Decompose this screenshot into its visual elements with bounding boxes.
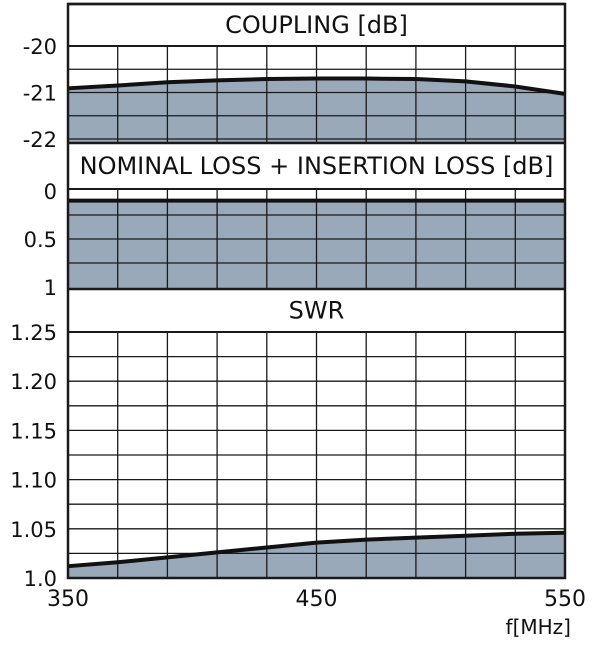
swr-title: SWR [289,297,345,325]
swr-series-line [67,530,566,569]
coupling-series-line [67,76,566,96]
panel-loss: NOMINAL LOSS + INSERTION LOSS [dB] 0 0.5 1 [24,141,566,300]
swr-y-tick-label: 1.20 [10,370,57,394]
x-tick-label: 450 [296,587,338,612]
coupling-y-tick-label: -20 [23,35,57,59]
swr-title-band [68,289,565,332]
coupling-y-tick-label: -21 [23,82,57,106]
swr-y-tick-label: 1.25 [10,321,57,345]
panel-coupling: COUPLING [dB] -20 -21 -22 [23,2,566,152]
loss-title-band [68,143,565,189]
loss-title: NOMINAL LOSS + INSERTION LOSS [dB] [80,152,554,180]
x-tick-label: 550 [544,587,586,612]
swr-y-tick-label: 1.05 [10,518,57,542]
x-axis-unit-label: f[MHz] [506,615,571,639]
loss-y-tick-label: 0.5 [24,228,57,252]
swr-y-tick-label: 1.15 [10,419,57,443]
swr-y-tick-label: 1.0 [24,567,57,591]
coupling-y-tick-label: -22 [23,128,57,152]
plot-frame [66,2,567,580]
coupling-title-band [68,4,565,46]
loss-y-tick-label: 1 [44,276,57,300]
x-tick-label: 350 [47,587,89,612]
coupling-title: COUPLING [dB] [225,11,408,39]
panel-swr: SWR 1.25 1.20 1.15 1.10 1.05 1.0 [10,287,566,591]
swr-y-tick-label: 1.10 [10,469,57,493]
loss-y-tick-label: 0 [44,180,57,204]
